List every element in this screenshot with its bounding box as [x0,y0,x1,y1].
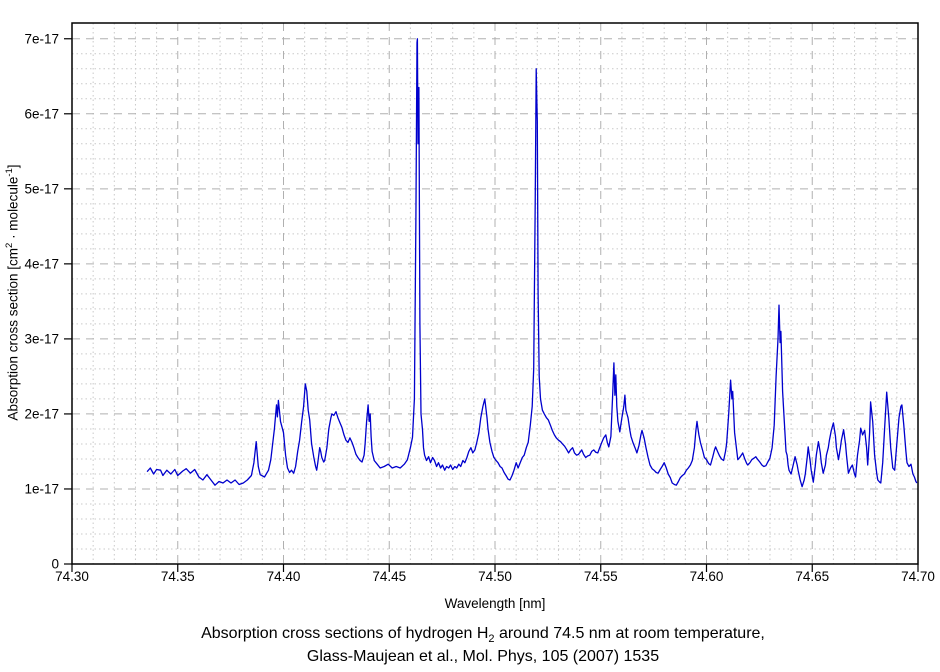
spectrum-data-line [146,38,918,488]
major-gridlines [72,23,918,564]
y-axis-label-mid: · molecule [5,176,21,243]
x-tick-labels: 74.30 74.35 74.40 74.45 74.50 74.55 74.60 74.65… [55,569,935,584]
x-tick-label-74.55: 74.55 [584,569,618,584]
x-tick-label-74.60: 74.60 [690,569,724,584]
caption-line1-pre: Absorption cross sections of hydrogen H [201,625,489,642]
y-axis-label-sup-neg1: -1 [4,168,15,177]
y-tick-label-4e-17: 4e-17 [24,256,59,271]
x-tick-label-74.50: 74.50 [478,569,512,584]
x-tick-label-74.35: 74.35 [161,569,195,584]
y-axis-label-sup-2: 2 [4,242,15,248]
y-tick-label-7e-17: 7e-17 [24,31,59,46]
x-tick-label-74.40: 74.40 [267,569,301,584]
x-tick-label-74.45: 74.45 [372,569,406,584]
caption-line1-post: around 74.5 nm at room temperature, [494,625,765,642]
y-tick-label-6e-17: 6e-17 [24,106,59,121]
x-tick-label-74.65: 74.65 [795,569,829,584]
y-tick-label-1e-17: 1e-17 [24,481,59,496]
y-tick-label-3e-17: 3e-17 [24,331,59,346]
y-axis-label-post: ] [5,164,21,169]
y-tick-labels: 0 1e-17 2e-17 3e-17 4e-17 5e-17 6e-17 7e-17 [24,31,59,571]
series-spectrum-line [146,38,918,488]
y-tick-label-0: 0 [51,557,59,572]
x-tick-label-74.70: 74.70 [901,569,935,584]
figure-caption-line2: Glass-Maujean et al., Mol. Phys, 105 (20… [306,648,660,665]
y-axis-label-pre: Absorption cross section [cm [5,247,21,421]
y-tick-label-2e-17: 2e-17 [24,406,59,421]
x-tick-label-74.30: 74.30 [55,569,89,584]
x-axis-label: Wavelength [nm] [444,596,546,611]
y-axis-label: Absorption cross section [cm2 · molecule… [4,33,21,553]
axis-ticks [64,38,919,572]
caption-h2-subscript: 2 [488,633,495,646]
figure-caption-line1: Absorption cross sections of hydrogen H2… [13,625,940,646]
y-tick-label-5e-17: 5e-17 [24,181,59,196]
